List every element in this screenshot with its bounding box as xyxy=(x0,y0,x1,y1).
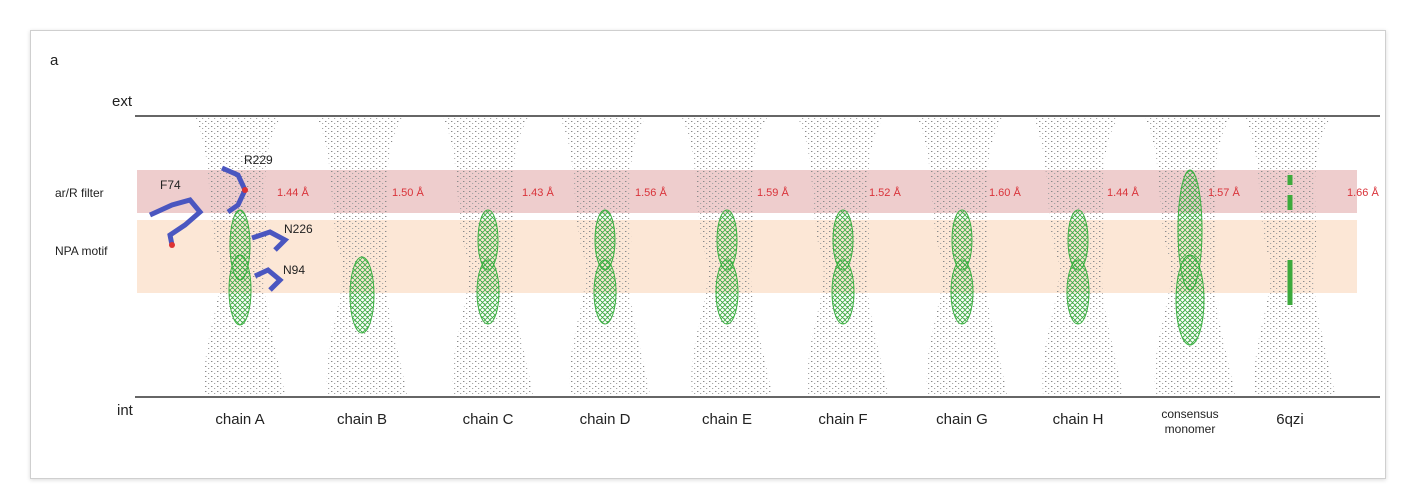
distance-label: 1.44 Å xyxy=(277,187,309,199)
column-label: chain G xyxy=(936,411,988,428)
density-mesh xyxy=(1175,254,1205,346)
residue-sticks xyxy=(148,165,290,292)
figure-card xyxy=(30,30,1386,479)
distance-label: 1.57 Å xyxy=(1208,187,1240,199)
region-label: ar/R filter xyxy=(55,186,104,200)
distance-label: 1.56 Å xyxy=(635,187,667,199)
residue-label: R229 xyxy=(244,153,273,167)
panel-label: a xyxy=(50,52,59,69)
pore-surface xyxy=(1245,118,1335,395)
column-label: chain F xyxy=(818,411,868,428)
region-label: NPA motif xyxy=(55,244,108,258)
density-mesh xyxy=(476,259,500,325)
column-label: chain C xyxy=(462,411,514,428)
distance-label: 1.50 Å xyxy=(392,187,424,199)
distance-label: 1.43 Å xyxy=(522,187,554,199)
residue-label: N226 xyxy=(284,222,313,236)
density-mesh xyxy=(1066,259,1090,325)
distance-label: 1.60 Å xyxy=(989,187,1021,199)
ext-label: ext xyxy=(112,93,133,110)
column-label: 6qzi xyxy=(1276,411,1304,428)
density-mesh xyxy=(349,256,375,334)
residue-label: N94 xyxy=(283,263,306,277)
distance-label: 1.44 Å xyxy=(1107,187,1139,199)
distance-label: 1.66 Å xyxy=(1347,187,1379,199)
column-label: chain D xyxy=(579,411,631,428)
column-label: chain E xyxy=(701,411,753,428)
density-mesh xyxy=(228,254,252,326)
residue-label: F74 xyxy=(160,178,181,192)
column-label: consensus monomer xyxy=(1161,407,1219,436)
column-label: chain B xyxy=(336,411,388,428)
density-mesh xyxy=(715,259,739,325)
density-mesh xyxy=(831,259,855,325)
distance-label: 1.59 Å xyxy=(757,187,789,199)
column-label: chain A xyxy=(215,411,265,428)
density-mesh xyxy=(593,259,617,325)
int-label: int xyxy=(117,402,133,419)
distance-label: 1.52 Å xyxy=(869,187,901,199)
density-mesh xyxy=(950,259,974,325)
column-label: chain H xyxy=(1052,411,1104,428)
